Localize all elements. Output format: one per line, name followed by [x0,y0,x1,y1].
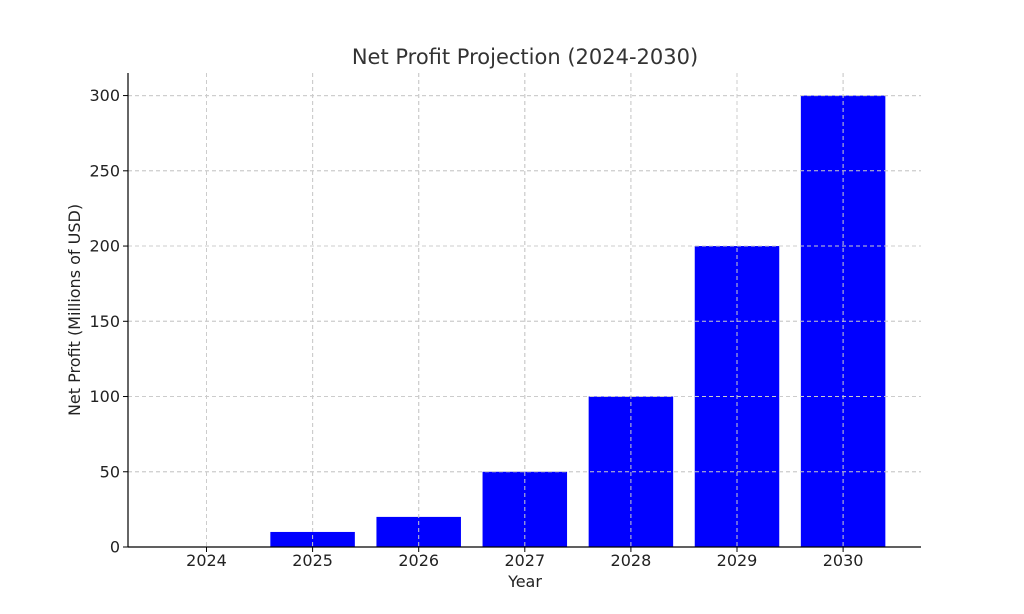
x-tick-label: 2029 [717,551,758,570]
y-tick-label: 250 [89,161,120,180]
bar [270,531,355,547]
y-tick-label: 0 [110,538,120,557]
x-ticks: 2024 2025 2026 2027 2028 2029 2030 [186,547,863,570]
chart-title: Net Profit Projection (2024-2030) [352,45,698,69]
y-tick-label: 200 [89,237,120,256]
y-tick-label: 50 [100,462,120,481]
x-tick-label: 2024 [186,551,227,570]
y-axis-label: Net Profit (Millions of USD) [65,204,84,416]
y-tick-label: 150 [89,312,120,331]
y-ticks: 0 50 100 150 200 250 300 [89,86,128,557]
x-tick-label: 2028 [611,551,652,570]
y-tick-label: 100 [89,387,120,406]
x-tick-label: 2025 [292,551,333,570]
y-tick-label: 300 [89,86,120,105]
x-tick-label: 2027 [504,551,545,570]
x-axis-label: Year [507,572,542,591]
x-tick-label: 2026 [398,551,439,570]
grid-overlay [128,73,921,548]
x-tick-label: 2030 [823,551,864,570]
